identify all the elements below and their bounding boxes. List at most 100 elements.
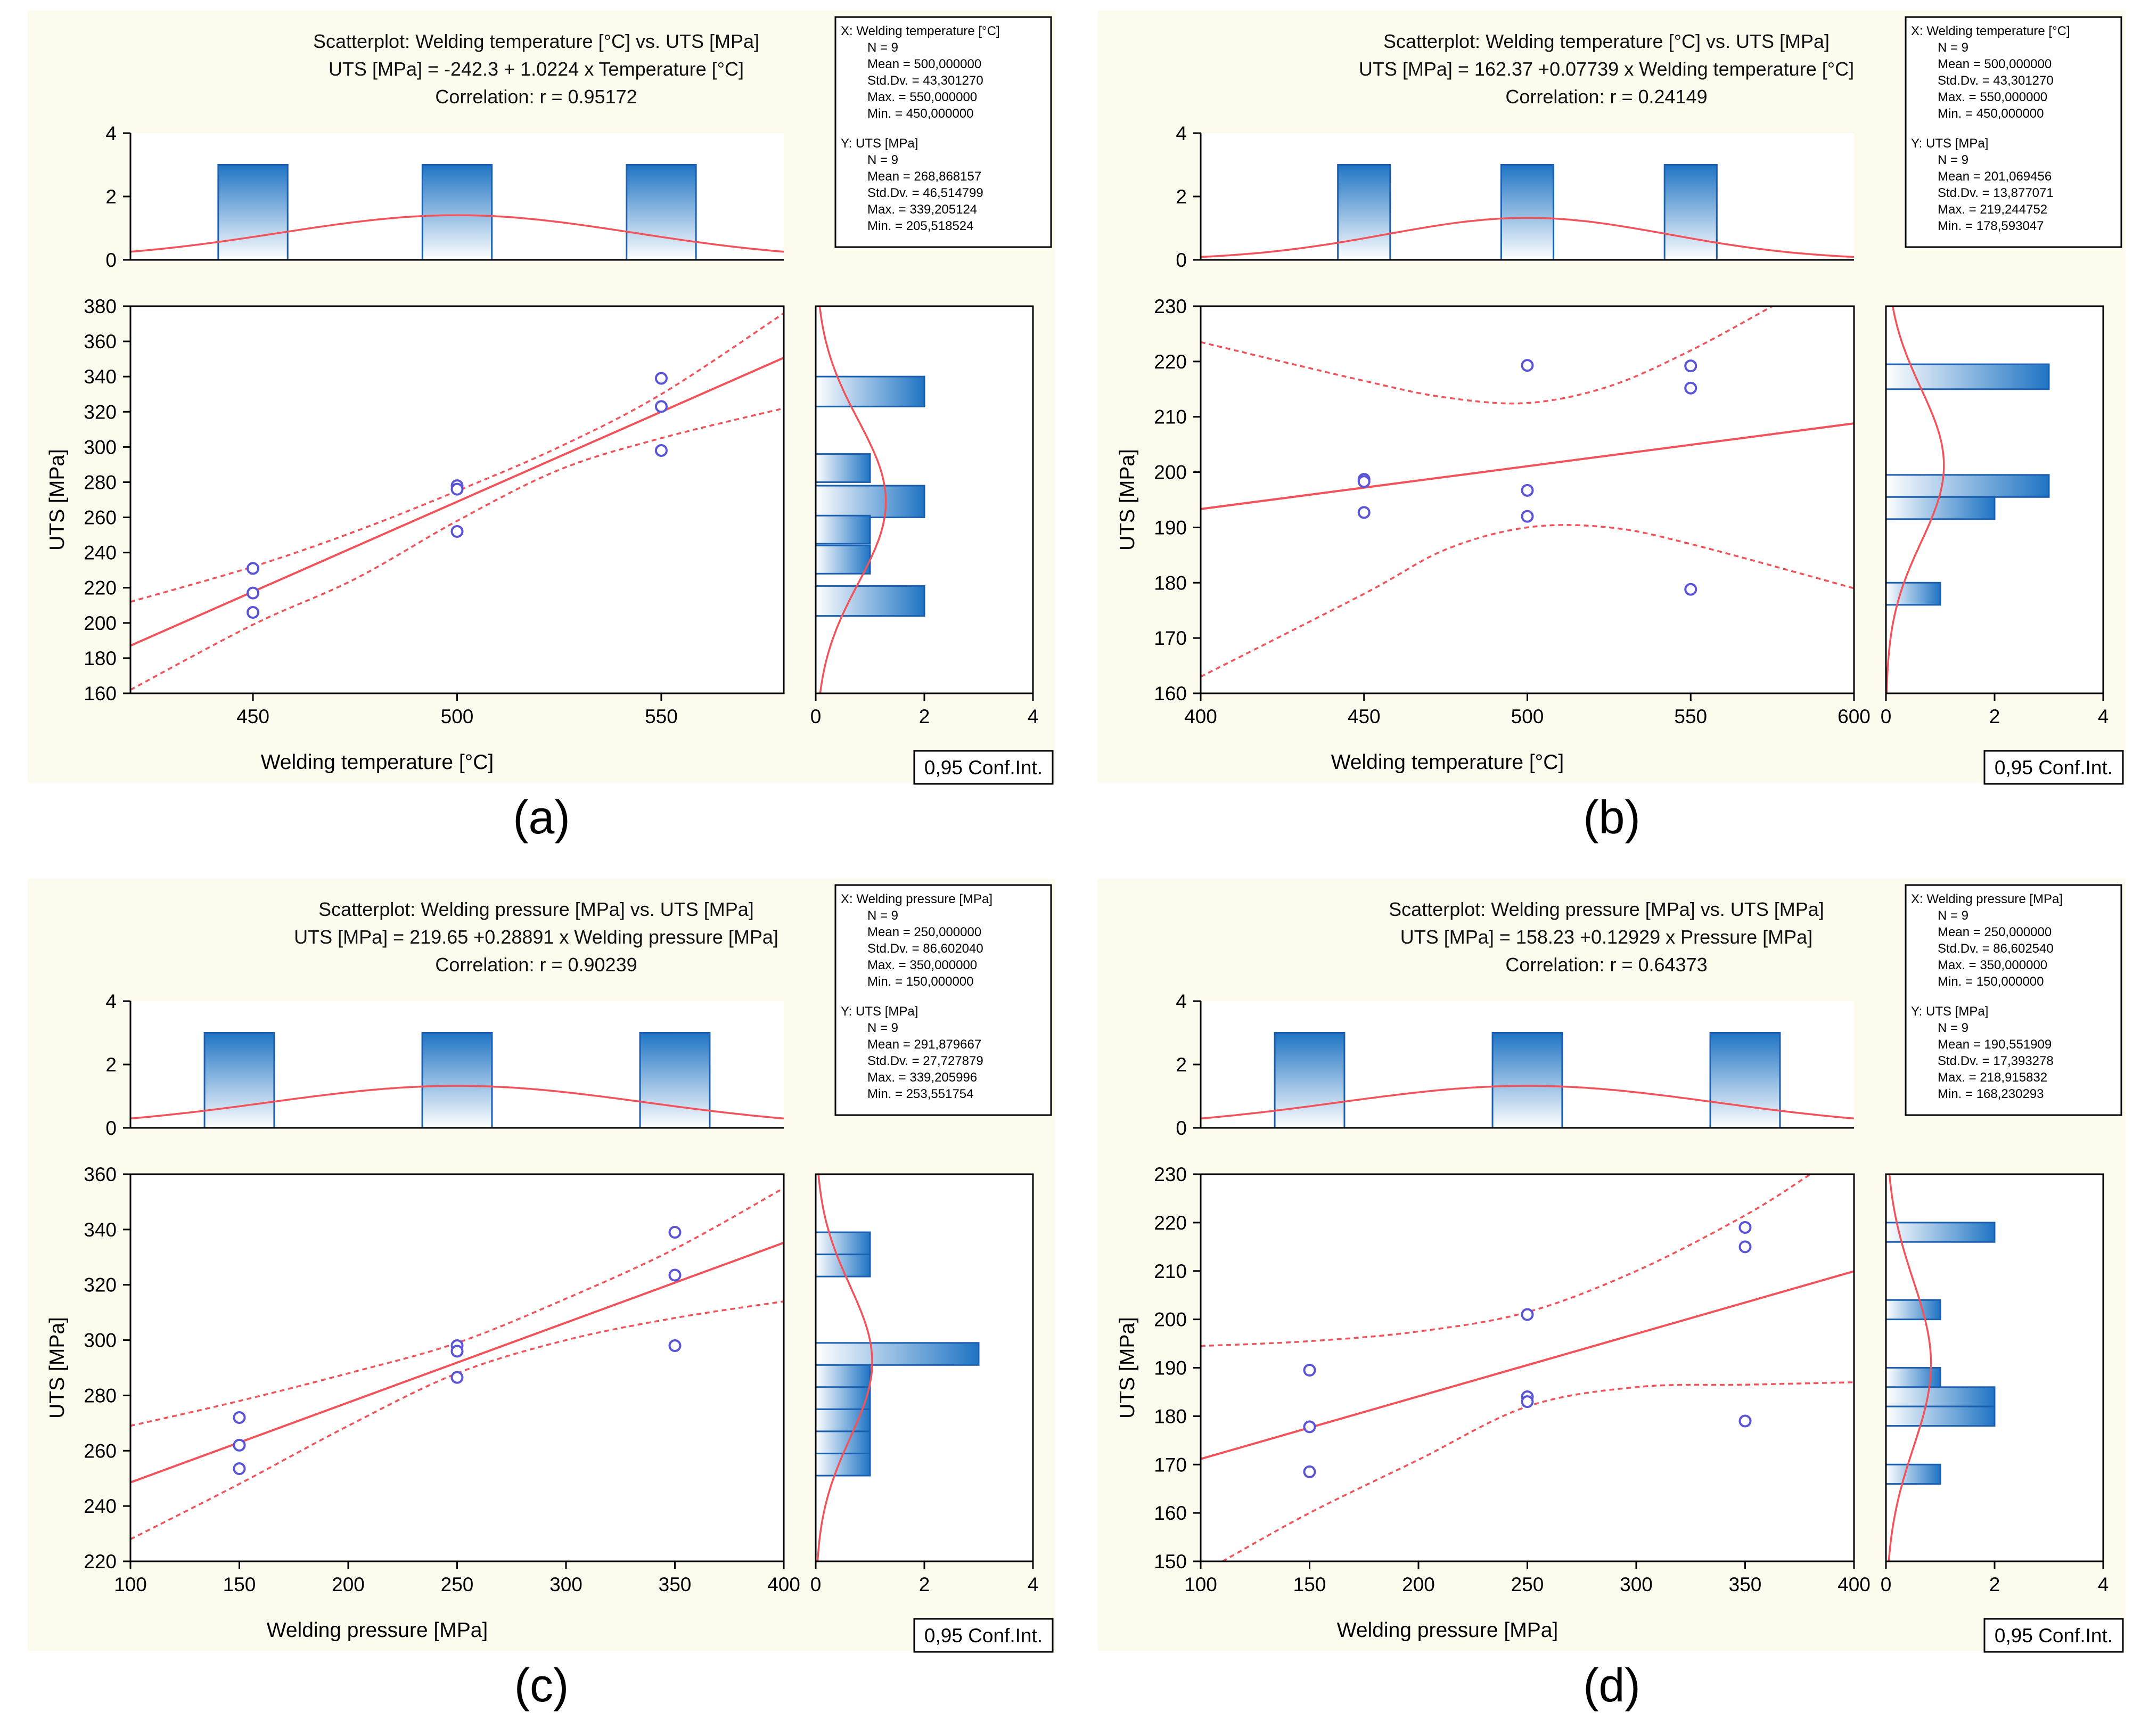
y-tick-label: 210 bbox=[1154, 1260, 1187, 1282]
chart-title-line: Scatterplot: Welding pressure [MPa] vs. … bbox=[318, 898, 754, 920]
conf-int-label: 0,95 Conf.Int. bbox=[1995, 757, 2113, 779]
y-tick-label: 220 bbox=[1154, 351, 1187, 373]
x-axis-label: Welding temperature [°C] bbox=[1331, 751, 1564, 774]
y-tick-label: 150 bbox=[1154, 1551, 1187, 1573]
stats-x-line: Std.Dv. = 86,602540 bbox=[1938, 941, 2054, 956]
top-histogram-bar bbox=[1274, 1032, 1346, 1129]
side-histogram-bar bbox=[815, 375, 925, 407]
stats-x-line: Max. = 350,000000 bbox=[867, 958, 977, 972]
stats-x-line: N = 9 bbox=[1938, 908, 1968, 923]
y-tick-label: 220 bbox=[84, 1551, 117, 1573]
stats-y-line: Max. = 218,915832 bbox=[1938, 1070, 2047, 1085]
x-tick-label: 500 bbox=[441, 706, 474, 727]
x-tick-label: 350 bbox=[1729, 1574, 1762, 1595]
data-point bbox=[1521, 510, 1534, 523]
stats-y-line: Min. = 253,551754 bbox=[867, 1087, 974, 1101]
chart-title-line: Scatterplot: Welding temperature [°C] vs… bbox=[1383, 30, 1830, 52]
data-point bbox=[1738, 1414, 1752, 1428]
conf-int-label: 0,95 Conf.Int. bbox=[924, 1625, 1043, 1647]
stats-y-line: Min. = 178,593047 bbox=[1938, 219, 2044, 233]
data-point bbox=[654, 372, 668, 385]
side-histogram-bar bbox=[815, 514, 871, 545]
y-tick-label: 200 bbox=[1154, 462, 1187, 484]
panel-label: (b) bbox=[1583, 791, 1640, 844]
conf-int-box bbox=[1983, 1618, 2124, 1653]
data-point bbox=[1357, 475, 1371, 488]
x-tick-label: 550 bbox=[1674, 706, 1707, 727]
stats-y-line: Std.Dv. = 46,514799 bbox=[867, 186, 983, 200]
confidence-band-upper bbox=[1201, 306, 1773, 405]
stats-y-line: Max. = 339,205124 bbox=[867, 202, 977, 217]
conf-int-box bbox=[1983, 750, 2124, 785]
data-point bbox=[1684, 583, 1697, 596]
chart-title-line: UTS [MPa] = 219.65 +0.28891 x Welding pr… bbox=[294, 926, 778, 948]
side-x-tick-label: 4 bbox=[2098, 1574, 2109, 1595]
top-y-tick-label: 2 bbox=[1176, 1054, 1187, 1076]
side-histogram-bar bbox=[1885, 474, 2050, 498]
top-y-tick-label: 4 bbox=[105, 122, 117, 144]
y-tick-label: 180 bbox=[1154, 572, 1187, 594]
confidence-band-lower bbox=[130, 407, 784, 691]
y-tick-label: 260 bbox=[84, 1440, 117, 1462]
data-point bbox=[450, 482, 464, 496]
stats-y-header: Y: UTS [MPa] bbox=[1911, 1004, 1988, 1019]
side-normal-curve bbox=[818, 306, 887, 694]
side-x-tick-label: 0 bbox=[810, 1574, 822, 1595]
stats-x-header: X: Welding temperature [°C] bbox=[1911, 24, 2070, 38]
chart-panel-c: Scatterplot: Welding pressure [MPa] vs. … bbox=[28, 879, 1055, 1712]
x-axis-label: Welding pressure [MPa] bbox=[1337, 1619, 1558, 1642]
data-point bbox=[450, 1371, 464, 1384]
stats-y-line: N = 9 bbox=[867, 153, 898, 167]
side-x-tick-label: 0 bbox=[810, 706, 822, 727]
top-normal-curve bbox=[130, 1085, 784, 1120]
y-tick-label: 340 bbox=[84, 366, 117, 388]
stats-x-line: Max. = 350,000000 bbox=[1938, 958, 2047, 972]
panel-label: (d) bbox=[1583, 1659, 1640, 1712]
stats-x-line: Mean = 250,000000 bbox=[1938, 925, 2052, 939]
x-tick-label: 400 bbox=[767, 1574, 800, 1595]
top-y-tick-label: 4 bbox=[1176, 990, 1187, 1012]
top-y-tick-label: 4 bbox=[1176, 122, 1187, 144]
y-tick-label: 320 bbox=[84, 1274, 117, 1296]
stats-y-line: Std.Dv. = 17,393278 bbox=[1938, 1054, 2054, 1068]
y-tick-label: 190 bbox=[1154, 1357, 1187, 1379]
side-x-tick-label: 2 bbox=[919, 706, 930, 727]
side-histogram-bar bbox=[1885, 1367, 1941, 1388]
panel-label: (a) bbox=[513, 791, 570, 844]
chart-title-line: Scatterplot: Welding temperature [°C] vs… bbox=[313, 30, 759, 52]
y-tick-label: 170 bbox=[1154, 1454, 1187, 1476]
top-y-tick-label: 0 bbox=[105, 1117, 117, 1139]
y-tick-label: 200 bbox=[1154, 1309, 1187, 1331]
side-histogram-bar bbox=[1885, 1405, 1996, 1427]
side-normal-curve bbox=[1885, 306, 1945, 694]
conf-int-label: 0,95 Conf.Int. bbox=[1995, 1625, 2113, 1647]
side-histogram-bar bbox=[1885, 1386, 1996, 1407]
y-tick-label: 260 bbox=[84, 507, 117, 529]
y-tick-label: 170 bbox=[1154, 627, 1187, 649]
side-histogram-bar bbox=[815, 485, 925, 519]
stats-x-line: Min. = 450,000000 bbox=[867, 107, 974, 121]
stats-x-line: Min. = 150,000000 bbox=[1938, 975, 2044, 989]
data-point bbox=[247, 562, 260, 575]
stats-x-line: Std.Dv. = 86,602040 bbox=[867, 941, 983, 956]
y-tick-label: 360 bbox=[84, 331, 117, 353]
top-y-tick-label: 2 bbox=[105, 1054, 117, 1076]
panel-label: (c) bbox=[514, 1659, 569, 1712]
y-tick-label: 160 bbox=[1154, 683, 1187, 705]
side-histogram-bar bbox=[1885, 1463, 1941, 1485]
x-tick-label: 450 bbox=[236, 706, 269, 727]
stats-y-line: Min. = 205,518524 bbox=[867, 219, 974, 233]
top-normal-curve bbox=[130, 214, 784, 253]
top-y-tick-label: 0 bbox=[1176, 249, 1187, 271]
side-x-tick-label: 2 bbox=[1989, 1574, 2000, 1595]
stats-x-line: Min. = 450,000000 bbox=[1938, 107, 2044, 121]
confidence-band-lower bbox=[130, 1300, 784, 1541]
stats-box bbox=[1905, 884, 2122, 1116]
stats-y-line: Mean = 190,551909 bbox=[1938, 1037, 2052, 1052]
y-tick-label: 220 bbox=[84, 577, 117, 599]
side-histogram-bar bbox=[815, 453, 871, 483]
scatter-plot-area bbox=[130, 1174, 784, 1561]
data-point bbox=[654, 444, 668, 457]
top-histogram-bar bbox=[1663, 164, 1718, 261]
x-tick-label: 250 bbox=[441, 1574, 474, 1595]
